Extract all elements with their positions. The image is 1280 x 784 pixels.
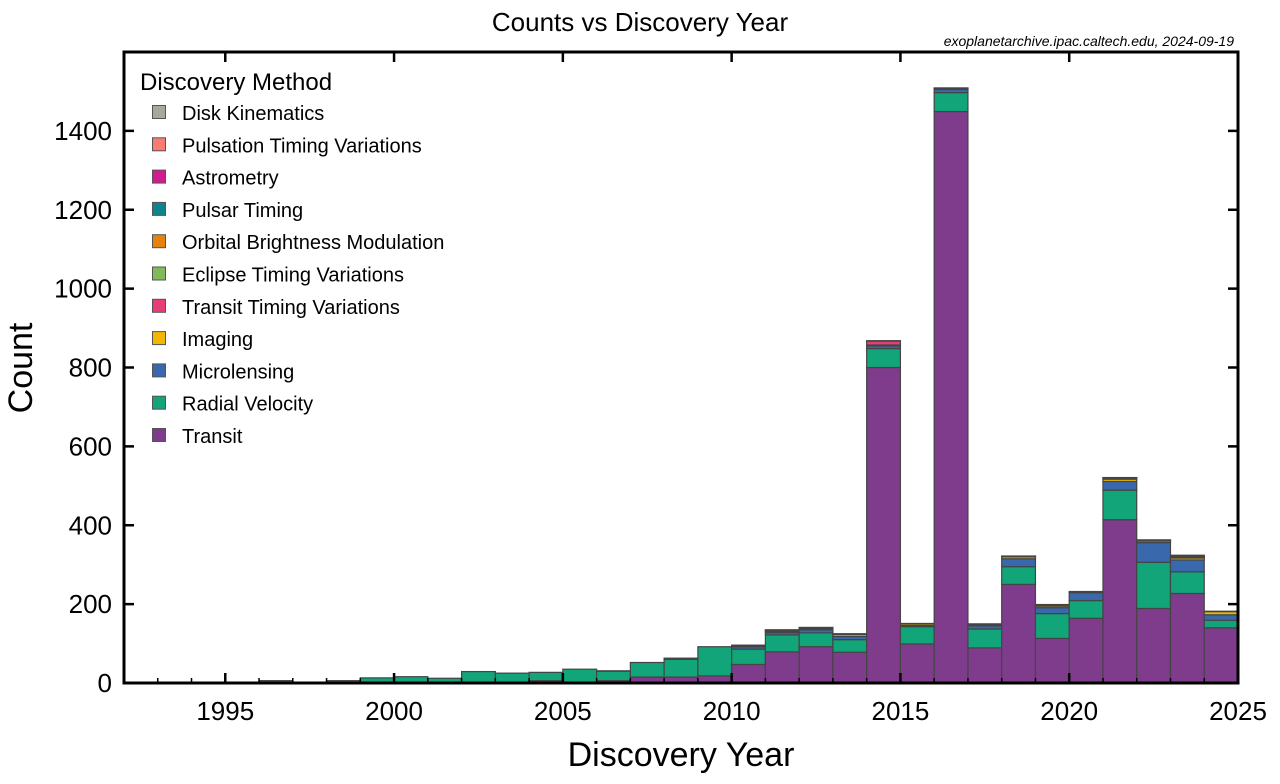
legend-swatch [153,170,166,183]
bar-radial-velocity-2005 [563,669,597,683]
bar-radial-velocity-2023 [1170,572,1204,594]
x-tick-label: 2000 [365,696,423,726]
bar-radial-velocity-2019 [1035,614,1069,639]
y-tick-label: 600 [69,431,112,461]
bar-microlensing-2021 [1103,481,1137,490]
legend-swatch [153,202,166,215]
bar-transit-2020 [1069,618,1103,683]
y-tick-label: 1000 [54,274,112,304]
bar-transit-2015 [900,644,934,683]
bar-radial-velocity-2021 [1103,490,1137,520]
bar-radial-velocity-2007 [630,662,664,677]
bar-radial-velocity-2010 [732,649,766,664]
bar-microlensing-2023 [1170,560,1204,572]
y-tick-label: 1200 [54,195,112,225]
legend-swatch [153,332,166,345]
y-tick-label: 0 [98,668,112,698]
x-tick-label: 2010 [703,696,761,726]
bar-transit-2012 [799,647,833,683]
legend-item-label: Astrometry [182,168,279,190]
bar-radial-velocity-2015 [900,627,934,644]
legend-item-label: Disk Kinematics [182,103,324,125]
bar-orbital-brightness-modulation-2012 [799,627,833,628]
bar-transit-2014 [867,368,901,684]
bar-microlensing-2019 [1035,608,1069,614]
bar-radial-velocity-2020 [1069,601,1103,619]
bar-radial-velocity-2016 [934,93,968,112]
legend-swatch [153,299,166,312]
legend-item-label: Transit Timing Variations [182,297,400,319]
source-annotation: exoplanetarchive.ipac.caltech.edu, 2024-… [944,33,1235,49]
y-tick-label: 1400 [54,116,112,146]
legend-swatch [153,396,166,409]
bar-transit-2024 [1204,628,1238,683]
x-tick-label: 1995 [196,696,254,726]
bar-radial-velocity-2006 [597,671,631,680]
bar-radial-velocity-2002 [462,672,496,683]
legend-item-label: Pulsation Timing Variations [182,135,422,157]
legend-item-label: Pulsar Timing [182,200,303,222]
bar-radial-velocity-2008 [664,659,698,677]
x-tick-label: 2025 [1209,696,1267,726]
bar-transit-2021 [1103,520,1137,683]
x-tick-label: 2020 [1040,696,1098,726]
bar-imaging-2008 [664,658,698,659]
bar-microlensing-2024 [1204,615,1238,621]
y-axis-label: Count [2,322,40,413]
bar-radial-velocity-2014 [867,349,901,368]
y-tick-label: 200 [69,589,112,619]
bar-radial-velocity-2009 [698,647,732,676]
y-tick-label: 400 [69,510,112,540]
bar-transit-2023 [1170,593,1204,683]
chart-title: Counts vs Discovery Year [492,7,789,37]
bar-transit-2018 [1002,584,1036,683]
legend-title: Discovery Method [140,69,332,96]
bar-radial-velocity-2004 [529,672,563,680]
bar-radial-velocity-2018 [1002,567,1036,585]
bar-microlensing-2020 [1069,593,1103,601]
legend-item-label: Microlensing [182,361,294,383]
x-tick-label: 2015 [872,696,930,726]
bar-transit-2011 [765,652,799,683]
legend-swatch [153,364,166,377]
bar-microlensing-2018 [1002,559,1036,567]
bar-transit-2010 [732,664,766,683]
bar-transit-2016 [934,112,968,683]
bar-radial-velocity-2011 [765,635,799,652]
bar-microlensing-2022 [1137,543,1171,563]
bar-transit-2013 [833,652,867,683]
bar-radial-velocity-2012 [799,633,833,647]
legend-swatch [153,106,166,119]
legend-swatch [153,235,166,248]
legend: Discovery Method Disk Kinematics Pulsatio… [140,69,444,448]
legend-item-label: Transit [182,426,243,448]
x-axis-label: Discovery Year [568,736,795,774]
bar-radial-velocity-2022 [1137,562,1171,608]
legend-swatch [153,429,166,442]
legend-item-label: Orbital Brightness Modulation [182,232,444,254]
legend-item-label: Imaging [182,329,253,351]
x-tick-label: 2005 [534,696,592,726]
bar-radial-velocity-2024 [1204,620,1238,627]
legend-item-label: Eclipse Timing Variations [182,265,404,287]
bar-transit-2019 [1035,638,1069,683]
bar-radial-velocity-2013 [833,640,867,653]
legend-item-label: Radial Velocity [182,394,313,416]
bar-radial-velocity-2017 [968,629,1002,648]
y-tick-label: 800 [69,353,112,383]
bar-transit-2017 [968,648,1002,683]
bar-transit-2022 [1137,608,1171,683]
legend-swatch [153,267,166,280]
legend-swatch [153,138,166,151]
